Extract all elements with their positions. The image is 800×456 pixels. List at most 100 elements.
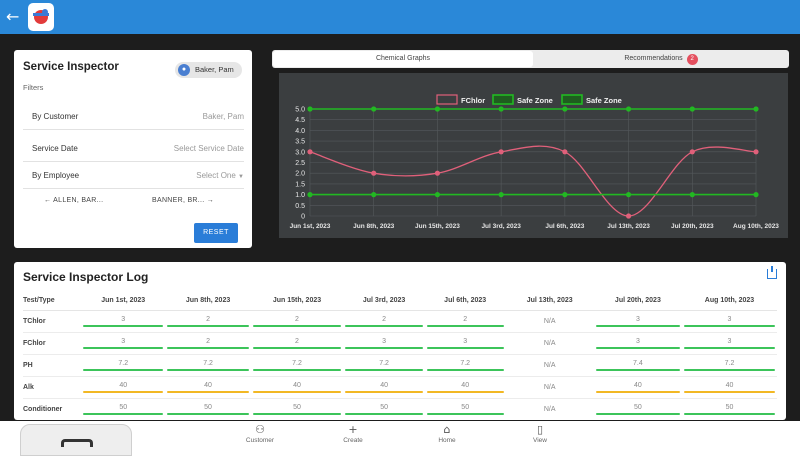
column-header-test-type: Test/Type: [23, 292, 81, 311]
reset-button[interactable]: RESET: [194, 223, 238, 243]
y-tick-label: 5.0: [295, 107, 305, 114]
home-icon: ⌂: [443, 423, 451, 436]
table-cell: 40: [81, 376, 166, 399]
data-point: [689, 149, 695, 155]
user-chip[interactable]: ● Baker, Pam: [175, 62, 242, 78]
employee-select-value: Select One: [196, 171, 236, 180]
tab-label: Recommendations: [624, 55, 683, 62]
table-cell: 50: [343, 398, 425, 420]
status-bar: [595, 390, 680, 393]
chemical-chart-panel: 5.0 4.5 4.0 3.5 3.0 2.5 2.0 1.5 1.0 0.5 0 Jun 1st, …: [279, 73, 788, 238]
filter-service-date[interactable]: Service Date Select Service Date: [23, 134, 244, 162]
data-point: [562, 149, 568, 155]
cell-value: 50: [119, 403, 128, 411]
x-tick-label: Jun 1st, 2023: [290, 223, 331, 230]
prev-employee-button[interactable]: ← ALLEN, BAR...: [44, 197, 103, 204]
tab-recommendations[interactable]: Recommendations 2: [534, 51, 788, 67]
column-header-date: Jun 8th, 2023: [165, 292, 251, 311]
cell-value: 3: [727, 315, 732, 323]
status-bar: [252, 390, 342, 393]
nav-customer[interactable]: ⚇ Customer: [230, 423, 290, 453]
cell-value: 3: [635, 337, 640, 345]
nav-view[interactable]: ▯ View: [510, 423, 570, 453]
y-tick-label: 1.5: [295, 181, 305, 188]
y-tick-label: 3.5: [295, 139, 305, 146]
filter-by-employee[interactable]: By Employee Select One ▼: [23, 161, 244, 189]
prev-employee-label: ALLEN, BAR...: [53, 197, 104, 204]
filter-label: By Employee: [32, 171, 80, 180]
row-label: PH: [23, 354, 81, 377]
table-row: PH 7.2 7.2 7.2 7.2 7.2 N/A 7.4 7.2: [23, 354, 777, 377]
status-bar: [252, 324, 342, 327]
table-cell: 40: [165, 376, 251, 399]
y-tick-label: 1.0: [295, 192, 305, 199]
y-tick-label: 0: [301, 214, 305, 221]
cell-value: 2: [382, 315, 387, 323]
table-cell: 3: [424, 332, 506, 355]
table-cell: 3: [593, 310, 682, 333]
status-bar: [83, 412, 164, 415]
column-header-date: Jun 15th, 2023: [250, 292, 344, 311]
cell-value: 40: [633, 381, 642, 389]
table-cell: 50: [682, 398, 777, 420]
table-cell: 40: [682, 376, 777, 399]
book-icon: ▯: [536, 423, 544, 436]
cell-value: 40: [380, 381, 388, 389]
next-employee-button[interactable]: BANNER, BR... →: [152, 197, 214, 204]
nav-label: Home: [438, 437, 456, 444]
status-bar: [684, 324, 775, 327]
cell-value: 7.2: [460, 359, 471, 367]
column-header-date: Jul 13th, 2023: [505, 292, 594, 311]
status-bar: [595, 346, 680, 349]
status-bar: [252, 412, 342, 415]
status-bar: [595, 412, 680, 415]
table-cell: 3: [682, 310, 777, 333]
status-bar: [426, 346, 504, 349]
table-cell: 2: [250, 310, 344, 333]
data-point: [625, 192, 632, 198]
cell-value: 3: [121, 315, 126, 323]
table-cell: 40: [593, 376, 682, 399]
filter-label: By Customer: [32, 112, 79, 121]
filter-by-customer[interactable]: By Customer Baker, Pam: [23, 102, 244, 130]
nav-label: View: [533, 437, 547, 444]
status-bar: [83, 346, 164, 349]
download-icon[interactable]: [767, 266, 777, 279]
status-bar: [83, 324, 164, 327]
table-cell: 40: [250, 376, 344, 399]
data-point: [498, 106, 504, 112]
arrow-left-icon: ←: [44, 197, 54, 204]
nav-create[interactable]: + Create: [323, 423, 383, 453]
back-arrow-icon[interactable]: ←: [6, 7, 20, 26]
table-cell: N/A: [505, 398, 594, 420]
legend-swatch: [492, 94, 514, 105]
data-point: [371, 192, 377, 198]
data-point: [371, 170, 377, 176]
y-tick-label: 2.5: [295, 160, 305, 167]
nav-home[interactable]: ⌂ Home: [417, 423, 477, 453]
y-tick-label: 3.0: [295, 149, 305, 156]
status-bar: [426, 368, 504, 371]
table-cell: 40: [343, 376, 425, 399]
x-tick-label: Jul 6th, 2023: [545, 223, 584, 230]
app-logo: [28, 3, 54, 31]
status-bar: [426, 324, 504, 327]
table-cell: 3: [81, 332, 166, 355]
table-cell: N/A: [505, 354, 594, 377]
table-cell: 50: [424, 398, 506, 420]
table-cell: 3: [593, 332, 682, 355]
table-cell: 2: [424, 310, 506, 333]
legend-swatch: [561, 94, 583, 105]
table-cell: 3: [343, 332, 425, 355]
status-bar: [345, 324, 423, 327]
table-cell: 7.4: [593, 354, 682, 377]
tab-chemical-graphs[interactable]: Chemical Graphs: [273, 51, 533, 67]
status-bar: [345, 390, 423, 393]
status-bar: [345, 346, 423, 349]
x-tick-label: Jun 15th, 2023: [415, 223, 460, 230]
filter-value: Select Service Date: [173, 144, 244, 153]
table-cell: 7.2: [343, 354, 425, 377]
cell-value: 50: [293, 403, 301, 411]
cell-value: 7.2: [118, 359, 129, 367]
table-cell: 7.2: [424, 354, 506, 377]
